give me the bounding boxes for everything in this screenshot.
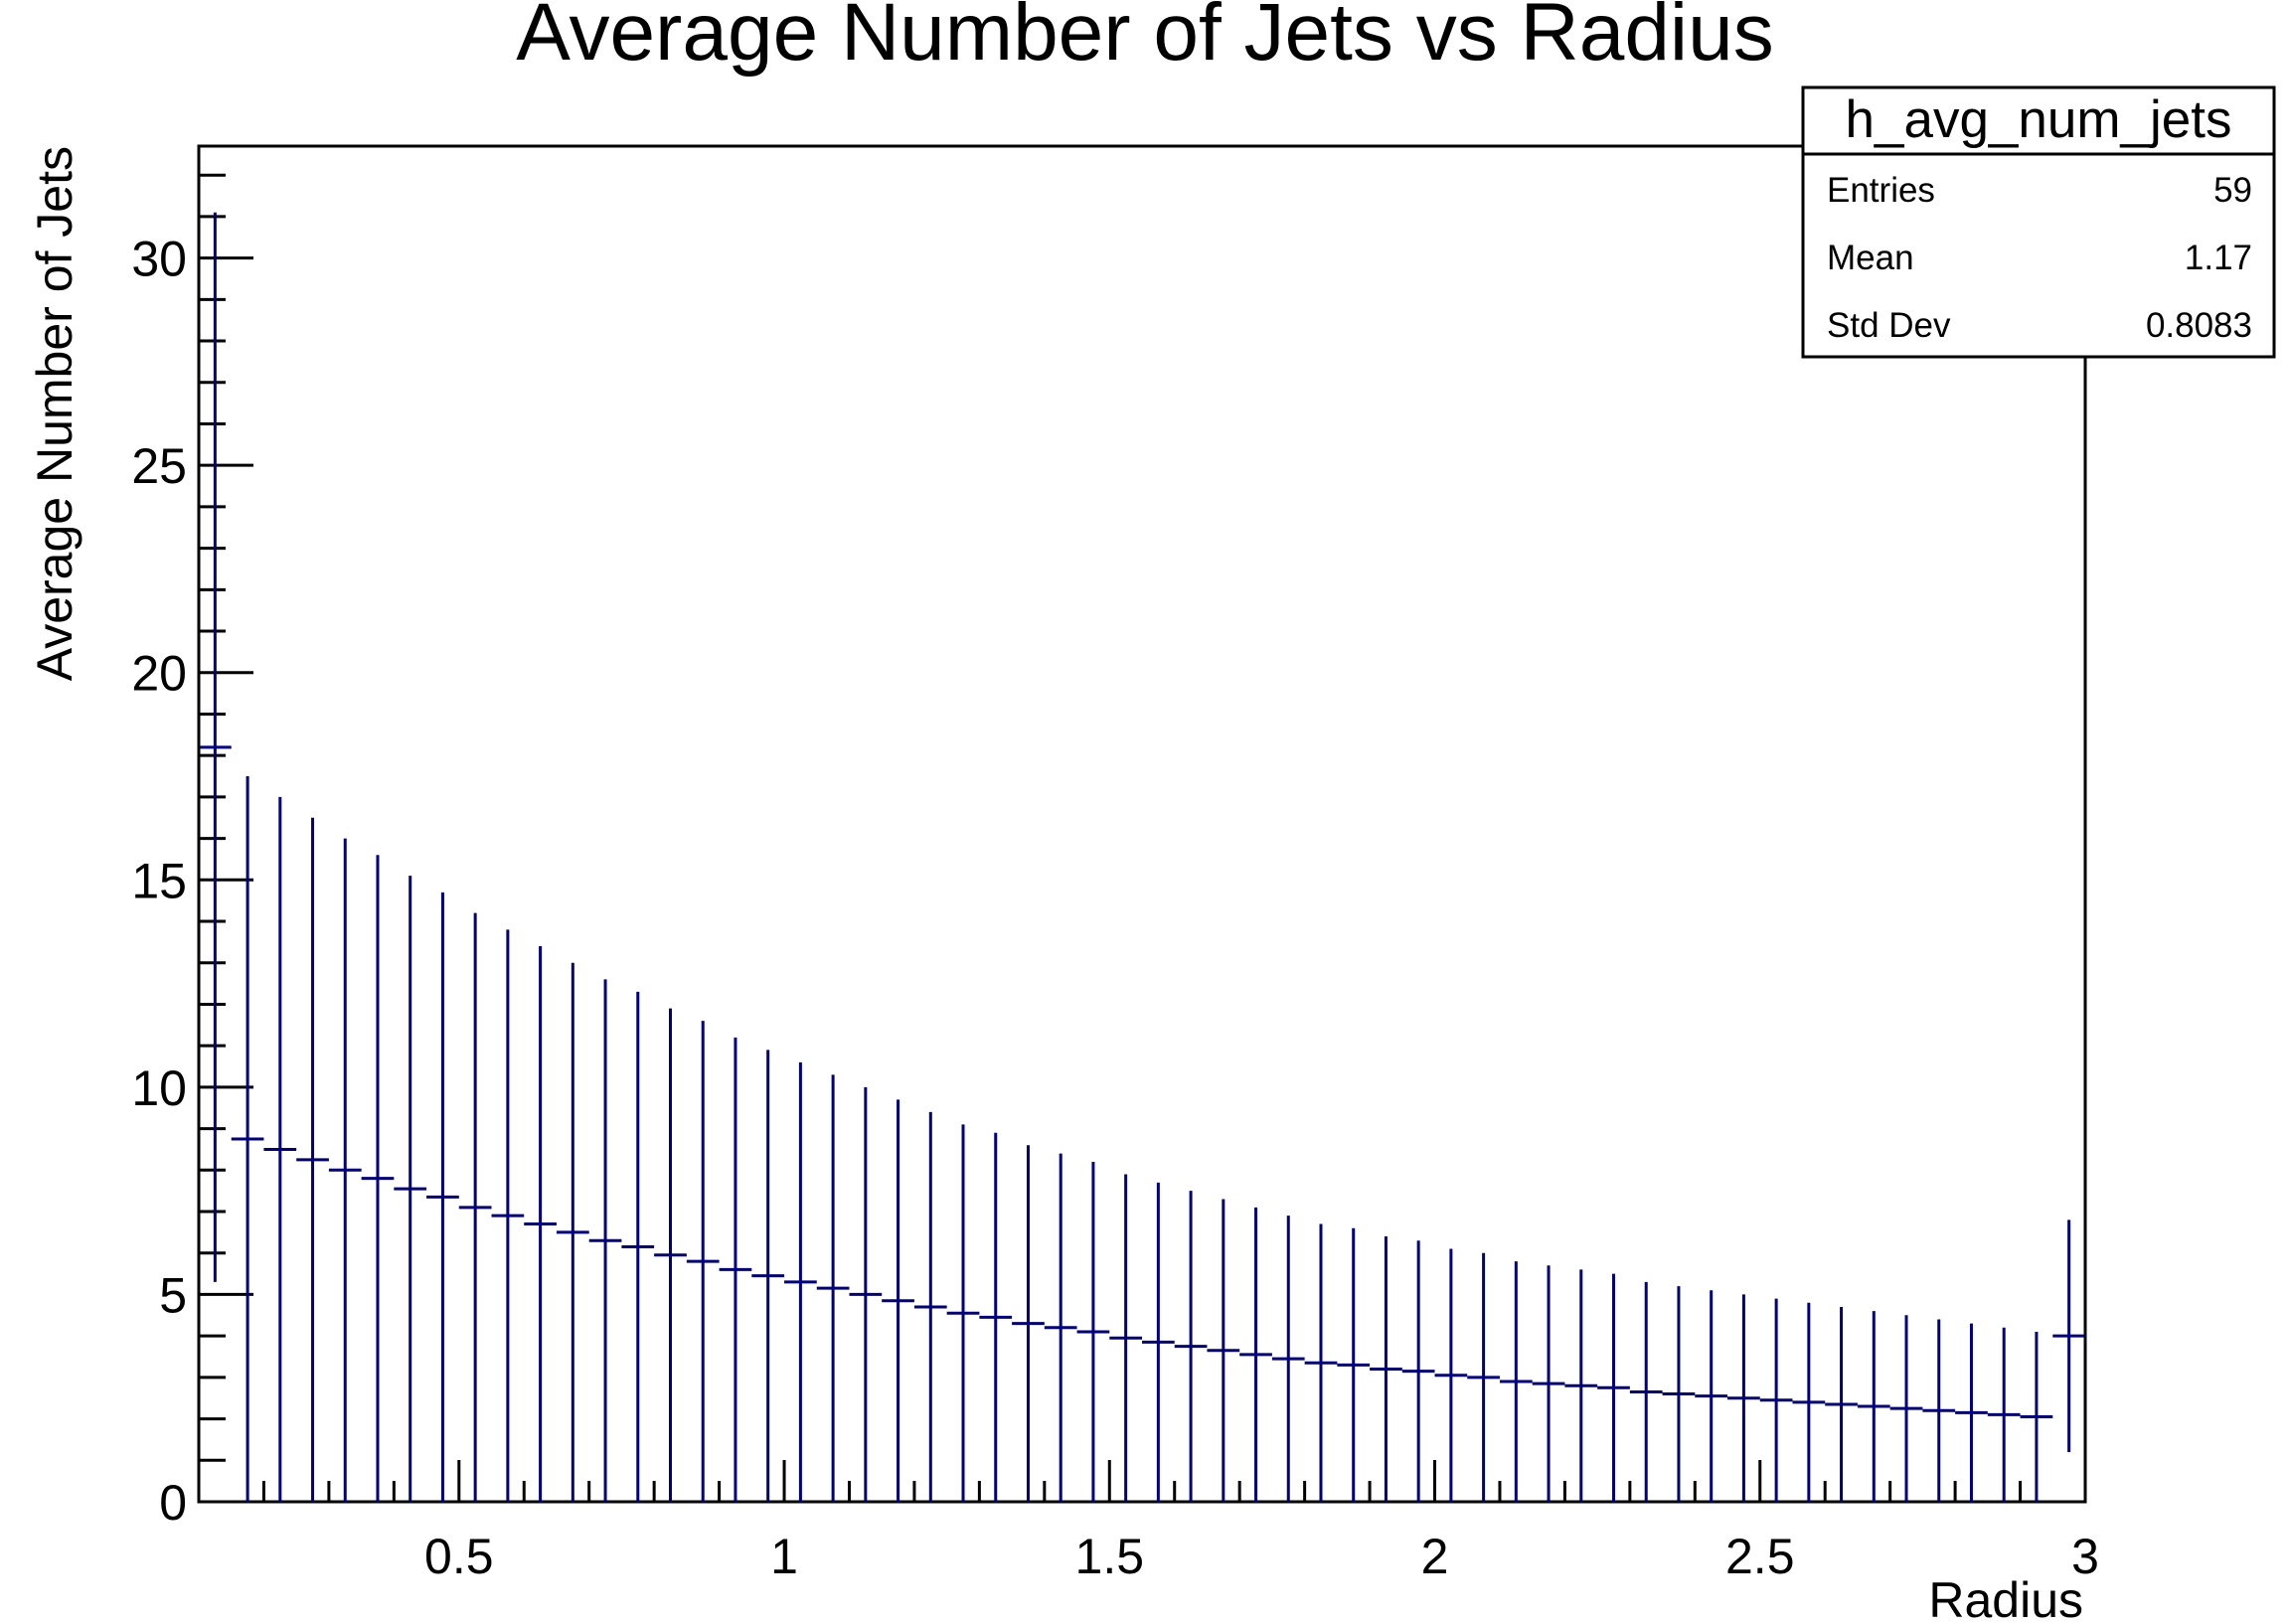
stats-stddev-label: Std Dev <box>1827 306 1951 345</box>
y-axis-title: Average Number of Jets <box>27 146 82 681</box>
stats-stddev-value: 0.8083 <box>2146 306 2252 345</box>
histogram-bin <box>1922 1319 1956 1502</box>
x-tick-label: 1.5 <box>1075 1529 1145 1584</box>
y-tick-label: 5 <box>159 1267 187 1323</box>
histogram-bin <box>458 912 492 1502</box>
histogram-bin <box>1532 1265 1565 1502</box>
chart-title: Average Number of Jets vs Radius <box>516 0 1774 78</box>
histogram-bin <box>231 776 264 1502</box>
stats-box: h_avg_num_jets Entries 59 Mean 1.17 Std … <box>1801 85 2276 359</box>
y-tick-label: 30 <box>131 232 187 287</box>
y-tick-label: 25 <box>131 438 187 494</box>
histogram-bin <box>1239 1207 1272 1502</box>
histogram-bin <box>426 892 459 1502</box>
histogram-bin <box>1271 1216 1305 1502</box>
histogram-bin <box>588 979 622 1502</box>
histogram-bin <box>1597 1273 1630 1502</box>
histogram-bin <box>816 1074 850 1502</box>
stats-entries-label: Entries <box>1827 171 1935 210</box>
x-tick-label: 3 <box>2071 1529 2099 1584</box>
histogram-bin <box>1370 1236 1402 1502</box>
histogram-bin <box>1044 1153 1077 1502</box>
x-tick-label: 2 <box>1421 1529 1449 1584</box>
histogram-bin <box>1434 1248 1468 1502</box>
histogram-bin <box>1987 1327 2021 1502</box>
x-axis-title: Radius <box>1928 1572 2083 1624</box>
y-axis: 0 5 10 15 20 25 30 <box>131 173 253 1531</box>
stats-mean-label: Mean <box>1827 239 1914 277</box>
histogram-bin <box>1076 1161 1110 1502</box>
histogram-bin <box>979 1132 1013 1502</box>
histogram-bin <box>263 796 297 1502</box>
histogram-bin <box>200 212 232 1282</box>
histogram-bin <box>1337 1227 1371 1502</box>
histogram-bin <box>2020 1331 2053 1502</box>
histogram-series <box>200 212 2084 1502</box>
histogram-bin <box>1662 1286 1696 1502</box>
histogram-bin <box>328 838 362 1502</box>
histogram-bin <box>1727 1294 1760 1502</box>
x-tick-label: 2.5 <box>1725 1529 1795 1584</box>
histogram-bin <box>556 962 589 1502</box>
histogram-bin <box>1955 1323 1988 1502</box>
plot-frame <box>197 144 2087 1504</box>
histogram-bin <box>946 1124 980 1502</box>
histogram-bin <box>1889 1315 1923 1502</box>
histogram-bin <box>654 1008 687 1502</box>
y-tick-label: 20 <box>131 646 187 702</box>
histogram-bin <box>1467 1252 1500 1502</box>
histogram-bin <box>849 1086 883 1502</box>
histogram-bin <box>751 1050 785 1502</box>
histogram-bin <box>1174 1191 1208 1502</box>
x-axis: 0.5 1 1.5 2 2.5 3 <box>197 1460 2099 1584</box>
histogram-bin <box>1759 1298 1793 1502</box>
stats-entries-value: 59 <box>2213 171 2252 210</box>
histogram-bin <box>1304 1223 1338 1502</box>
x-tick-label: 1 <box>770 1529 798 1584</box>
histogram-bin <box>1012 1145 1045 1502</box>
histogram-bin <box>784 1061 817 1502</box>
histogram-bin <box>491 929 525 1502</box>
histogram-bin <box>1142 1182 1175 1502</box>
histogram-bin <box>1695 1290 1728 1502</box>
y-tick-label: 0 <box>159 1475 187 1531</box>
histogram-bin <box>621 991 655 1502</box>
histogram-bin <box>719 1037 752 1502</box>
histogram-bin <box>296 817 329 1502</box>
histogram-bin <box>1499 1261 1533 1502</box>
histogram-bin <box>1629 1281 1663 1502</box>
x-tick-label: 0.5 <box>424 1529 494 1584</box>
stats-box-frame <box>1801 85 2276 359</box>
histogram-bin <box>1401 1240 1435 1502</box>
histogram-bin <box>1564 1269 1598 1502</box>
histogram-bin <box>1825 1306 1858 1502</box>
y-tick-label: 15 <box>131 853 187 908</box>
histogram-bin <box>2052 1219 2084 1452</box>
stats-mean-value: 1.17 <box>2185 239 2252 277</box>
y-tick-label: 10 <box>131 1060 187 1116</box>
histogram-bin <box>394 876 427 1502</box>
histogram-bin <box>1792 1302 1826 1502</box>
histogram-bin <box>361 855 395 1502</box>
histogram-bin <box>524 946 557 1502</box>
histogram-bin <box>913 1111 947 1502</box>
stats-box-title: h_avg_num_jets <box>1846 90 2232 149</box>
histogram-bin <box>1109 1174 1142 1502</box>
histogram-bin <box>686 1021 720 1502</box>
histogram-bin <box>882 1099 914 1502</box>
histogram-bin <box>1207 1199 1240 1502</box>
histogram-bin <box>1857 1311 1890 1502</box>
